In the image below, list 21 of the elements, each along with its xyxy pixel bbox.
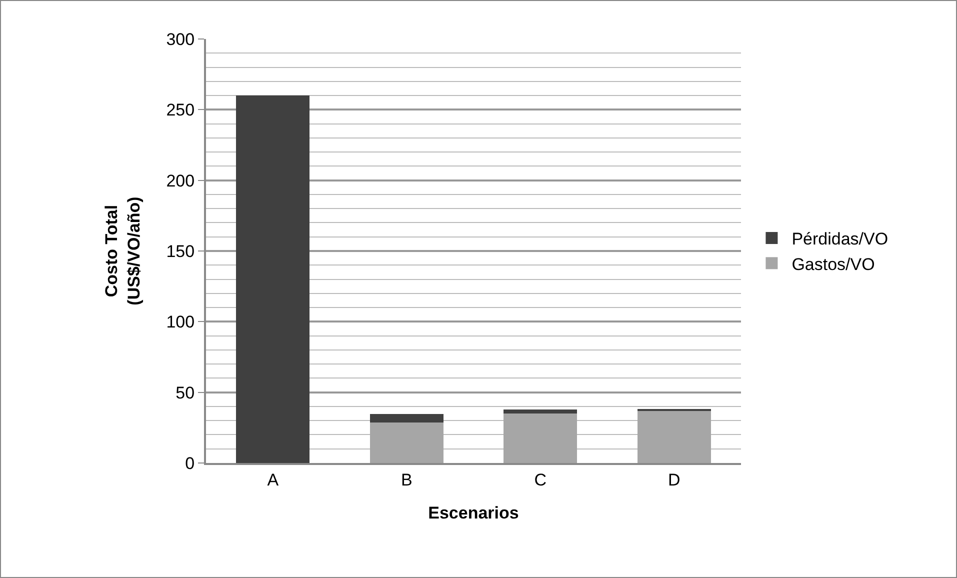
y-tick-label: 50 [176,383,195,402]
y-tick-label: 250 [166,100,195,120]
x-tick-label: B [400,470,412,490]
x-tick-label: D [668,470,680,490]
y-tick-label: 0 [185,454,195,473]
bar [637,410,711,463]
y-axis-title: Costo Total (US$/VO/año) [102,196,144,306]
y-tick-label: 300 [166,30,195,49]
bar [370,422,444,463]
legend-label: Gastos/VO [792,254,875,274]
y-tick-label: 200 [166,171,195,190]
bar [504,414,578,463]
bar [504,409,578,414]
x-tick-label: C [534,470,547,490]
legend-label: Pérdidas/VO [792,230,888,249]
bar [236,96,310,463]
y-tick-label: 150 [166,242,195,261]
bar [370,414,444,423]
y-tick-label: 100 [166,312,195,332]
x-tick-label: A [267,470,280,490]
x-axis-title: Escenarios [428,503,519,522]
